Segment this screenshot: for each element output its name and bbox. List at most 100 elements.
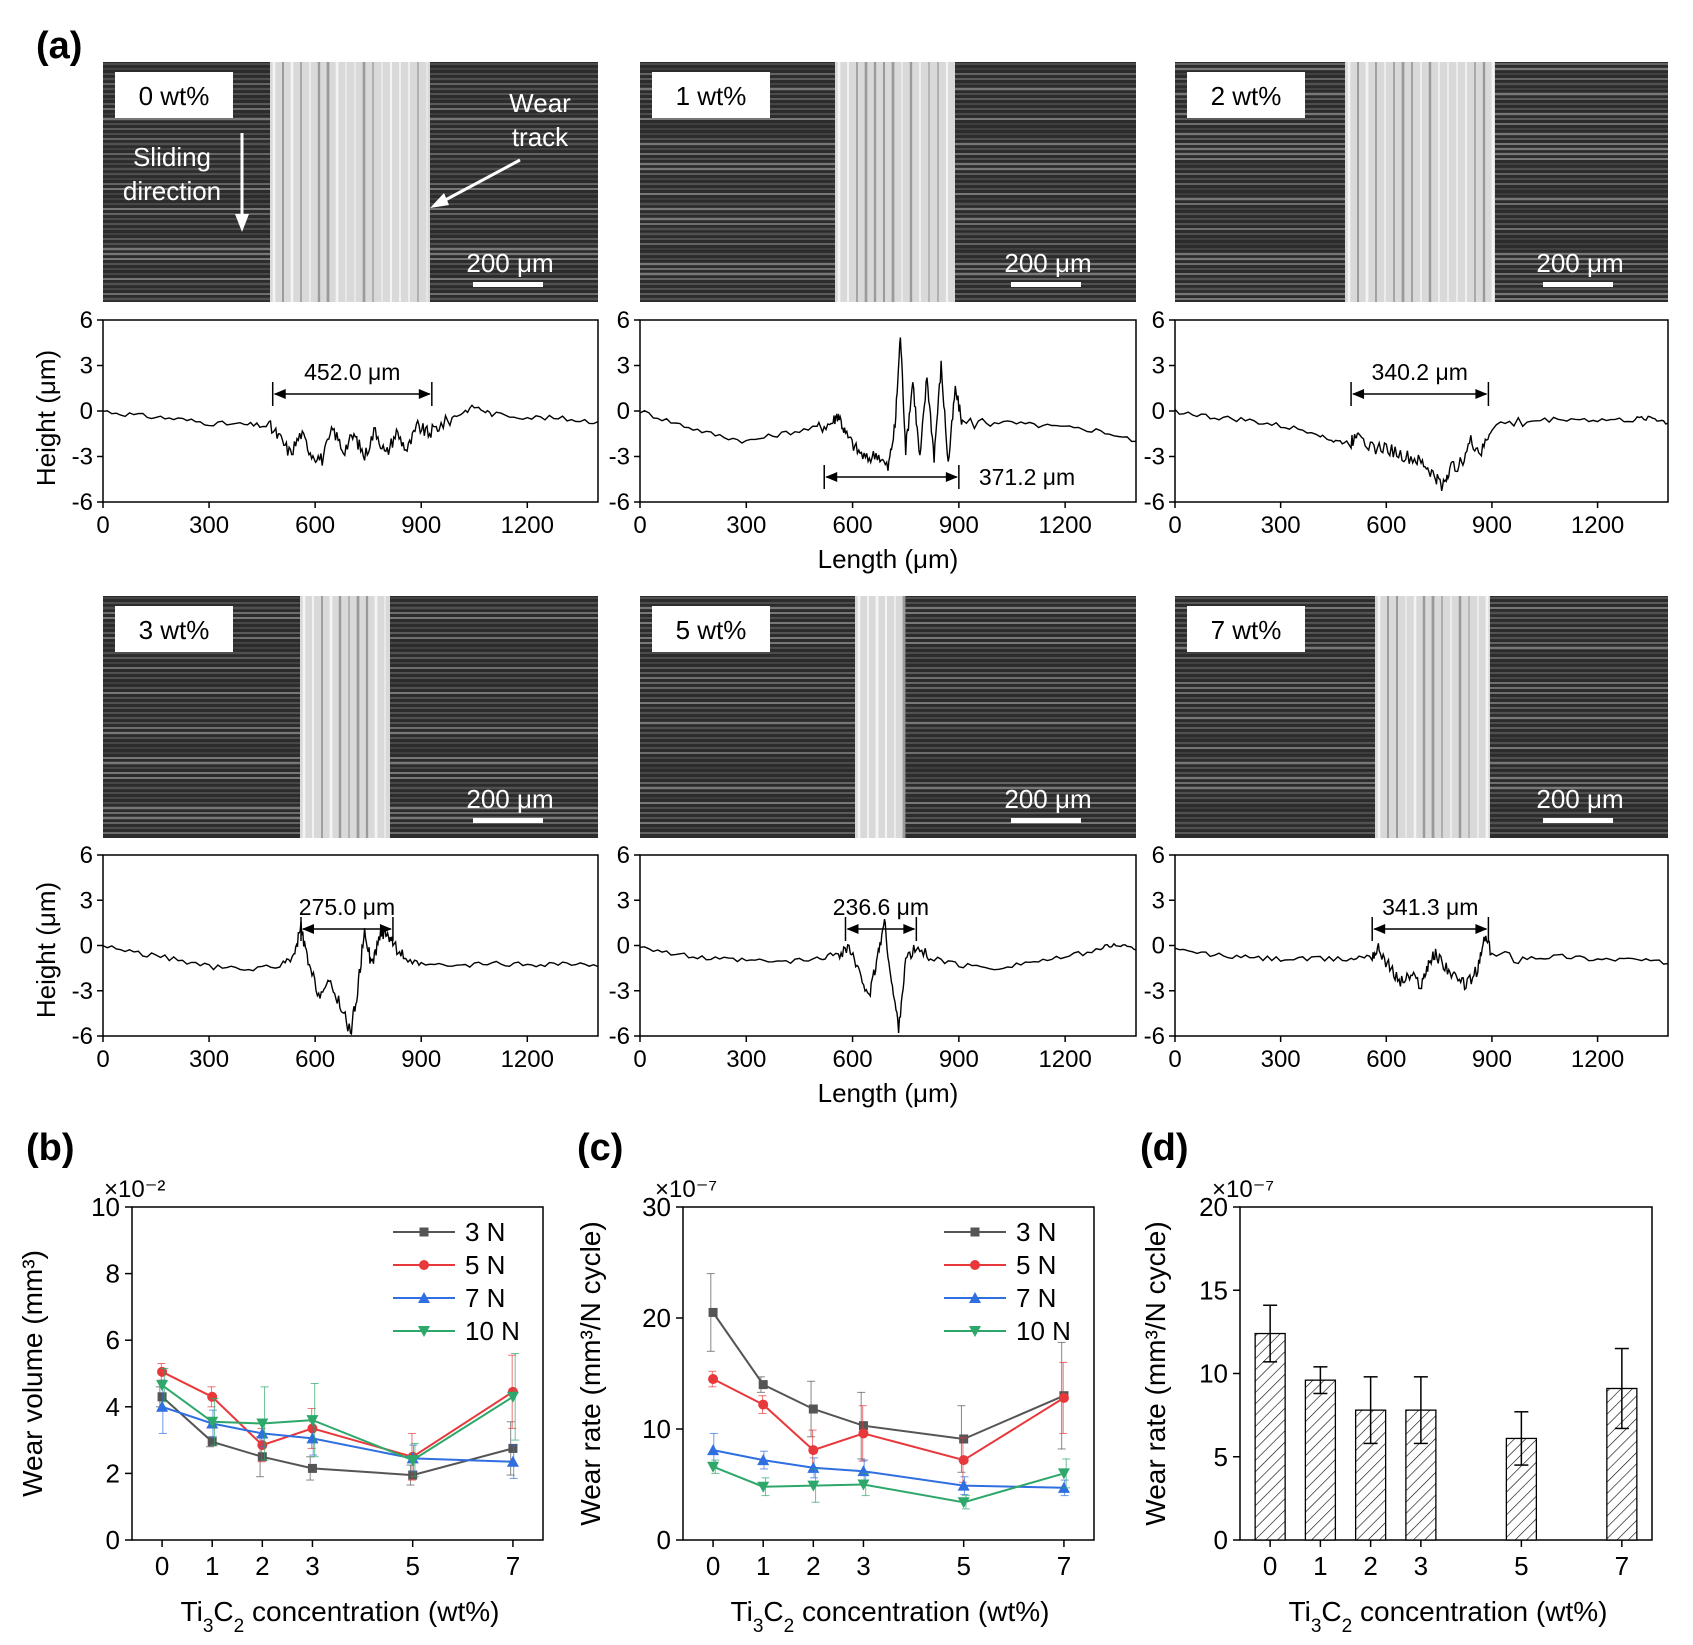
height-profile-line bbox=[1174, 408, 1669, 492]
x-tick-label: 1200 bbox=[1571, 512, 1624, 539]
legend-label: 10 N bbox=[1016, 1316, 1071, 1346]
y-tick-label: 0 bbox=[657, 1525, 671, 1555]
y-tick-label: -3 bbox=[72, 444, 93, 471]
x-tick-label: 1 bbox=[205, 1551, 219, 1581]
chart-frame bbox=[131, 1206, 544, 1541]
x-tick-label: 2 bbox=[255, 1551, 269, 1581]
x-tick-label: 600 bbox=[295, 512, 335, 539]
x-axis-title-part: concentration (wt%) bbox=[1352, 1596, 1607, 1627]
series-line bbox=[712, 1311, 1065, 1441]
axis-multiplier: ×10⁻⁷ bbox=[655, 1176, 717, 1203]
scale-bar bbox=[1543, 818, 1613, 823]
data-point bbox=[857, 1479, 870, 1491]
x-tick-label: 7 bbox=[1615, 1551, 1629, 1581]
wear-track-band bbox=[1345, 62, 1495, 302]
y-tick-label: -6 bbox=[609, 489, 630, 516]
y-tick-label: 0 bbox=[1152, 933, 1165, 960]
data-point bbox=[957, 1497, 970, 1509]
panel-label-b: (b) bbox=[26, 1127, 75, 1169]
y-tick-label: 30 bbox=[642, 1192, 671, 1222]
x-tick-label: 900 bbox=[1472, 1046, 1512, 1073]
series-5n bbox=[708, 1361, 1069, 1483]
height-profile-line bbox=[102, 404, 599, 466]
profile-frame bbox=[102, 854, 599, 1037]
x-axis-title-part: Ti bbox=[731, 1596, 753, 1627]
height-profile-line bbox=[639, 337, 1137, 471]
data-point bbox=[256, 1427, 269, 1439]
micrograph-label: 0 wt% bbox=[139, 81, 210, 111]
data-point bbox=[419, 1260, 429, 1270]
x-axis-title-part: 2 bbox=[1342, 1616, 1353, 1637]
x-axis-title: Ti3C2 concentration (wt%) bbox=[731, 1596, 1050, 1637]
data-point bbox=[807, 1461, 820, 1473]
x-tick-label: 5 bbox=[956, 1551, 970, 1581]
x-tick-label: 300 bbox=[189, 1046, 229, 1073]
profile-frame bbox=[1174, 854, 1669, 1037]
data-point bbox=[708, 1307, 718, 1317]
data-point bbox=[969, 1292, 981, 1303]
data-point bbox=[970, 1227, 980, 1237]
profile-ylabel-bottom: Height (μm) bbox=[31, 882, 61, 1018]
x-tick-label: 3 bbox=[856, 1551, 870, 1581]
track-width-arrowhead bbox=[1373, 924, 1386, 934]
y-tick-label: -6 bbox=[1144, 489, 1165, 516]
x-axis-title-part: Ti bbox=[181, 1596, 203, 1627]
micrograph-label-box bbox=[652, 72, 770, 118]
series-line bbox=[161, 1405, 513, 1463]
data-point bbox=[156, 1400, 169, 1412]
x-tick-label: 0 bbox=[1168, 512, 1181, 539]
micrograph-5: 7 wt% 200 μm bbox=[1175, 596, 1668, 838]
data-point bbox=[959, 1434, 969, 1444]
y-tick-label: 3 bbox=[617, 887, 630, 914]
series-line bbox=[712, 1378, 1065, 1462]
series-7n bbox=[707, 1432, 1070, 1497]
x-tick-label: 900 bbox=[1472, 512, 1512, 539]
x-tick-label: 0 bbox=[633, 512, 646, 539]
micrograph-2: 2 wt% 200 μm bbox=[1175, 62, 1668, 302]
track-width-label: 341.3 μm bbox=[1382, 894, 1478, 920]
x-tick-label: 900 bbox=[939, 1046, 979, 1073]
data-point bbox=[307, 1463, 317, 1473]
legend-label: 5 N bbox=[465, 1250, 505, 1280]
track-width-arrowhead bbox=[302, 924, 314, 934]
x-tick-label: 300 bbox=[726, 1046, 766, 1073]
y-tick-label: 0 bbox=[617, 933, 630, 960]
height-profile-line bbox=[639, 918, 1137, 1033]
x-tick-label: 600 bbox=[833, 512, 873, 539]
data-point bbox=[1057, 1468, 1070, 1480]
y-tick-label: 0 bbox=[106, 1525, 120, 1555]
x-tick-label: 0 bbox=[706, 1551, 720, 1581]
legend-label: 3 N bbox=[465, 1217, 505, 1247]
track-width-label: 371.2 μm bbox=[979, 464, 1075, 490]
x-tick-label: 2 bbox=[1363, 1551, 1377, 1581]
micrograph-label: 5 wt% bbox=[676, 615, 747, 645]
data-point bbox=[256, 1418, 269, 1430]
y-tick-label: 2 bbox=[106, 1458, 120, 1488]
data-point bbox=[419, 1227, 429, 1237]
micrograph-label-box bbox=[115, 606, 233, 652]
y-tick-label: 0 bbox=[617, 398, 630, 425]
data-point bbox=[306, 1432, 319, 1444]
x-tick-label: 5 bbox=[1514, 1551, 1528, 1581]
y-tick-label: 3 bbox=[1152, 887, 1165, 914]
x-tick-label: 3 bbox=[305, 1551, 319, 1581]
series-line bbox=[712, 1449, 1064, 1489]
profile-xlabel-bottom: Length (μm) bbox=[818, 1078, 959, 1108]
track-width-arrowhead bbox=[1352, 389, 1365, 399]
wear-track-arrow bbox=[435, 158, 521, 207]
y-tick-label: 0 bbox=[1214, 1525, 1228, 1555]
data-point bbox=[969, 1326, 981, 1337]
track-width-arrowhead bbox=[945, 472, 958, 482]
legend-label: 3 N bbox=[1016, 1217, 1056, 1247]
y-tick-label: -3 bbox=[609, 978, 630, 1005]
data-point bbox=[306, 1415, 319, 1427]
y-tick-label: -3 bbox=[1144, 978, 1165, 1005]
x-axis-title-part: 2 bbox=[784, 1616, 795, 1637]
scale-bar-label: 200 μm bbox=[466, 784, 553, 814]
wear-track-band bbox=[835, 62, 955, 302]
